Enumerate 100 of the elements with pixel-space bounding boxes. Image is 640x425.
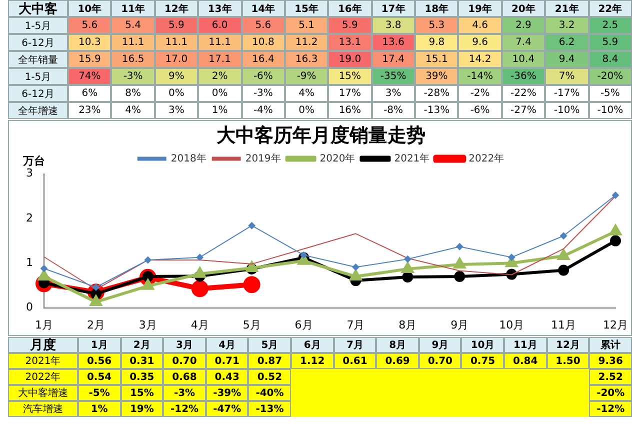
data-label: 39% [415,68,458,85]
data-label: 17.4 [372,51,415,68]
data-label: 0.61 [334,353,376,369]
data-label: 0.35 [120,369,164,385]
data-label: 17% [328,85,372,102]
data-label: 0.52 [248,369,292,385]
y-tick-label: 汽车增速 [8,401,78,417]
data-label: -12% [163,401,206,417]
data-label: -10% [545,102,588,119]
legend-label: 2019年 [245,152,281,164]
data-label: 5.1 [284,17,328,34]
data-label: 4% [284,85,328,102]
x-tick-label: 14年 [242,0,285,17]
y-tick-label: 3 [26,166,33,180]
data-label: -22% [502,85,546,102]
data-label: -47% [206,401,248,417]
x-tick-label: 16年 [328,0,372,17]
data-label: 0.84 [504,353,547,369]
x-tick-label: 10月 [499,318,524,332]
x-tick-label: 4月 [206,337,248,353]
y-tick-label: 大中客增速 [8,385,78,401]
x-tick-label: 1月 [78,337,121,353]
x-tick-label: 5月 [248,337,292,353]
x-tick-label: 3月 [163,337,206,353]
x-tick-label: 4月 [190,318,209,332]
data-label: 14.2 [458,51,502,68]
x-tick-label: 20年 [502,0,546,17]
data-label: -6% [242,68,285,85]
y-tick-label: 2021年 [8,353,78,369]
x-tick-label: 12月 [603,318,628,332]
data-label: 9.6 [458,34,502,51]
data-label: 7.4 [502,34,546,51]
x-tick-label: 9月 [450,318,469,332]
data-label: -40% [248,385,292,401]
data-label: 8.4 [588,51,632,68]
data-label: -39% [206,385,248,401]
data-label: 0.56 [78,353,121,369]
data-label: 19% [120,401,164,417]
data-label: 11.1 [154,34,198,51]
data-label: 15.9 [68,51,112,68]
data-label: -35% [372,68,415,85]
y-tick-label: 0 [26,300,33,314]
x-tick-label: 15年 [284,0,328,17]
data-label: 74% [68,68,112,85]
data-label: -8% [372,102,415,119]
data-label: 15% [120,385,164,401]
data-label: -20% [588,68,632,85]
x-tick-label: 6月 [294,318,313,332]
y-tick-label: 1 [26,256,33,269]
data-label: 9.8 [415,34,458,51]
data-label: 23% [68,102,112,119]
data-label: 2% [198,68,242,85]
x-tick-label: 22年 [588,0,632,17]
data-label: 0.87 [248,353,292,369]
data-label: 2.9 [502,17,546,34]
data-label: 3% [154,102,198,119]
x-tick-label: 6月 [291,337,334,353]
data-label: 6.2 [545,34,588,51]
data-label: -5% [78,385,121,401]
x-tick-label: 10月 [461,337,504,353]
data-label: 0% [154,85,198,102]
data-label: 0.54 [78,369,121,385]
data-label: 5.4 [111,17,155,34]
data-label: 2.5 [588,17,632,34]
data-label: 7% [545,68,588,85]
data-label: 16.3 [284,51,328,68]
data-label: 0.70 [418,353,462,369]
x-tick-label: 19年 [458,0,502,17]
x-tick-label: 11月 [504,337,547,353]
data-label: 3% [372,85,415,102]
data-label: 6% [68,85,112,102]
data-label: 3.2 [545,17,588,34]
data-label: 15.1 [415,51,458,68]
data-label: 13.1 [328,34,372,51]
y-tick-label: 1-5月 [8,17,68,34]
y-axis-title: 万台 [22,154,45,168]
data-label: 5.6 [68,17,112,34]
data-label: 4.6 [458,17,502,34]
data-label: 5.3 [415,17,458,34]
data-label: 0.70 [163,353,206,369]
data-label: 11.2 [284,34,328,51]
data-label: 16.5 [111,51,155,68]
data-label: -36% [502,68,546,85]
x-tick-label: 2月 [86,318,105,332]
x-tick-label: 13年 [198,0,242,17]
data-label: 0% [284,102,328,119]
data-label: -4% [242,102,285,119]
y-tick-label: 1-5月 [8,68,68,85]
x-tick-label: 17年 [372,0,415,17]
x-tick-label: 11年 [111,0,155,17]
x-tick-label: 累计 [589,337,632,353]
data-label: 5.6 [242,17,285,34]
x-tick-label: 3月 [138,318,157,332]
data-label: 2.52 [589,369,632,385]
x-tick-label: 2月 [120,337,164,353]
data-label: -27% [502,102,546,119]
data-label: -14% [458,68,502,85]
data-label: 9% [154,68,198,85]
x-tick-label: 21年 [545,0,588,17]
x-tick-label: 9月 [418,337,462,353]
